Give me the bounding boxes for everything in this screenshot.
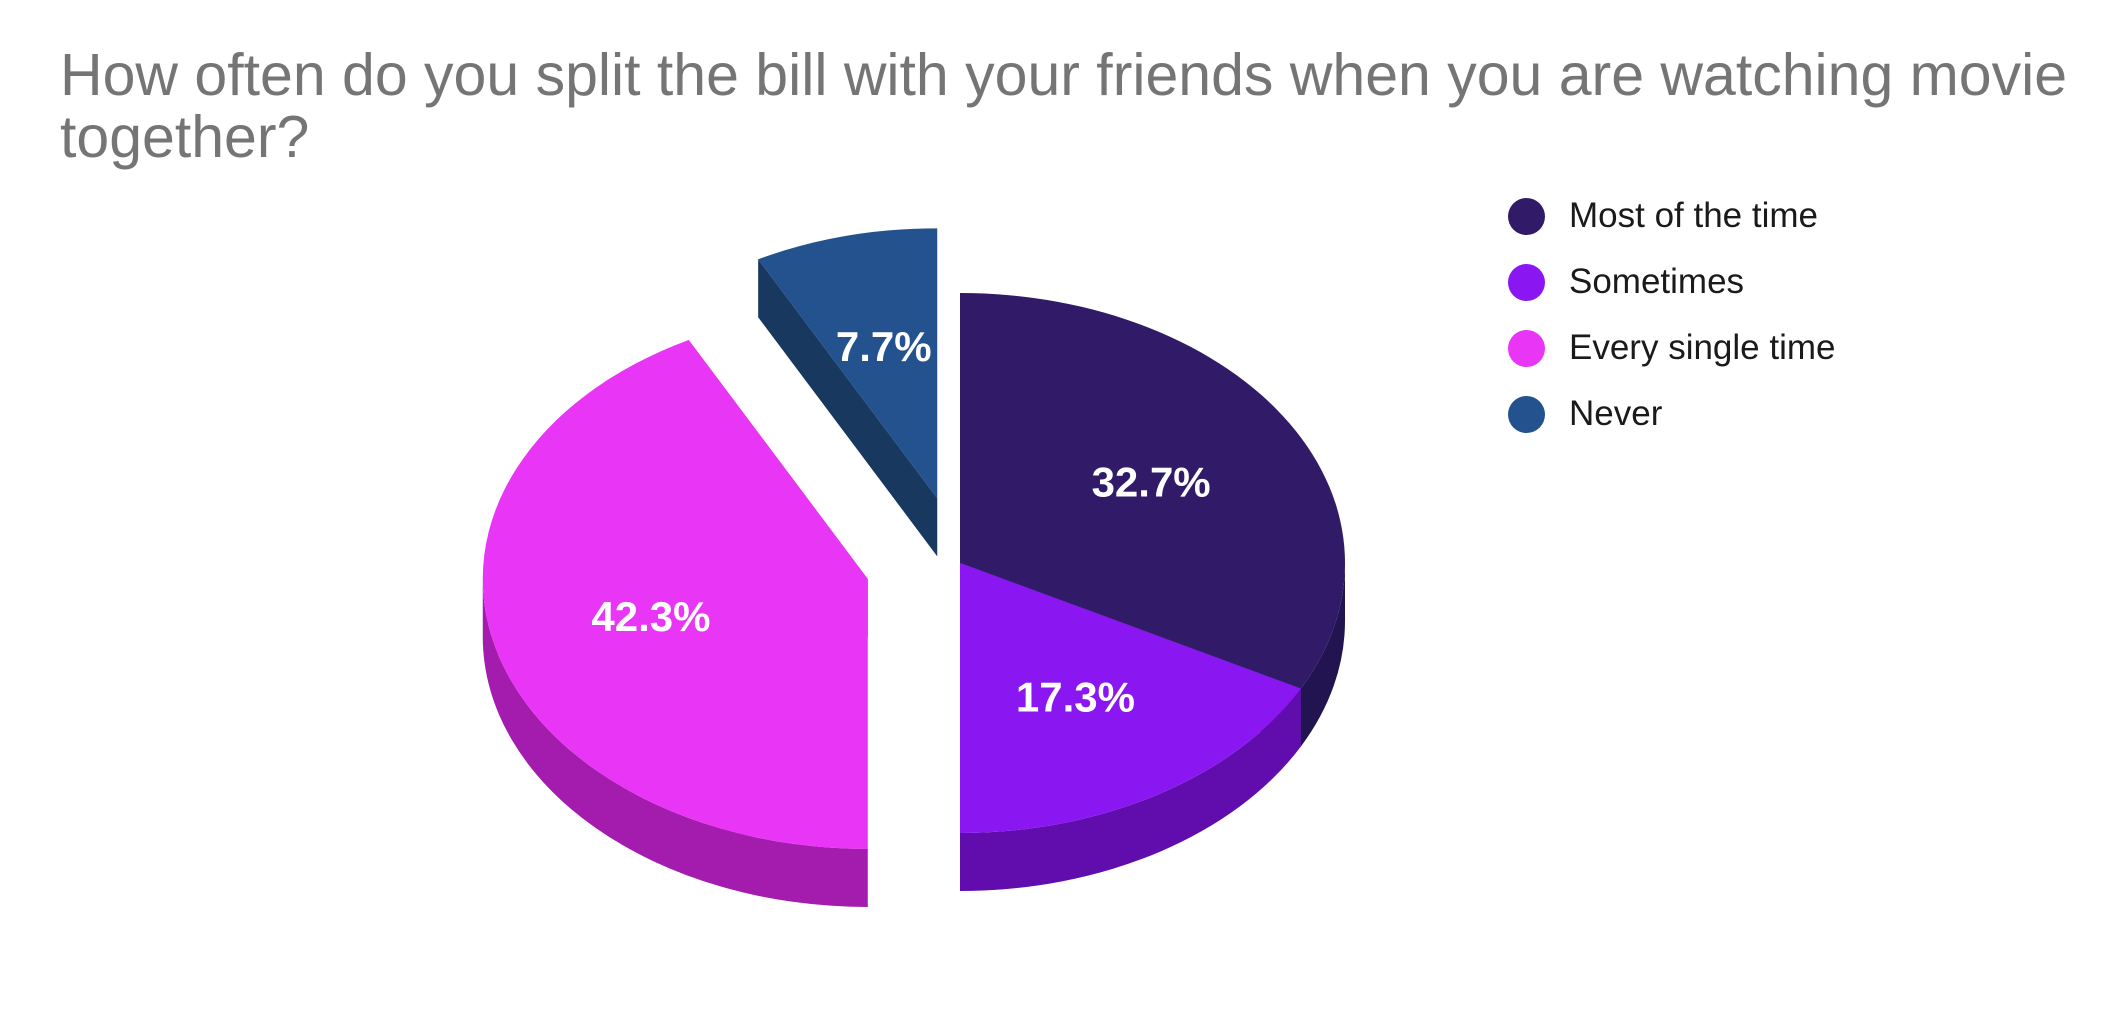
slice-side-every-single-time <box>482 578 868 907</box>
data-label-sometimes: 17.3% <box>1016 674 1135 721</box>
legend-label: Sometimes <box>1569 262 1745 301</box>
legend-swatch-icon <box>1508 329 1545 367</box>
legend-swatch-icon <box>1508 263 1545 301</box>
legend-item-sometimes[interactable]: Sometimes <box>1508 258 1835 306</box>
slice-sometimes[interactable] <box>960 563 1301 833</box>
legend-label: Every single time <box>1569 328 1836 367</box>
slice-cut-face-never <box>758 259 938 557</box>
data-label-most-of-the-time: 32.7% <box>1092 459 1211 506</box>
slice-side-most-of-the-time <box>1300 563 1345 747</box>
slice-never[interactable] <box>758 228 938 499</box>
legend-swatch-icon <box>1508 197 1545 235</box>
slice-side-sometimes <box>960 688 1301 891</box>
data-label-every-single-time: 42.3% <box>591 593 710 640</box>
legend-swatch-icon <box>1508 395 1545 433</box>
pie-slices <box>482 228 1345 849</box>
slice-most-of-the-time[interactable] <box>960 293 1345 689</box>
legend-item-never[interactable]: Never <box>1508 390 1835 438</box>
legend-label: Most of the time <box>1569 196 1818 235</box>
legend-item-every-single-time[interactable]: Every single time <box>1508 324 1835 372</box>
legend: Most of the time Sometimes Every single … <box>1508 192 1835 456</box>
slice-every-single-time[interactable] <box>482 339 868 849</box>
data-label-never: 7.7% <box>836 323 932 370</box>
pie-data-labels: 32.7% 17.3% 42.3% 7.7% <box>591 323 1210 721</box>
legend-label: Never <box>1569 394 1663 433</box>
legend-item-most-of-the-time[interactable]: Most of the time <box>1508 192 1835 240</box>
chart-title: How often do you split the bill with you… <box>60 42 2068 170</box>
